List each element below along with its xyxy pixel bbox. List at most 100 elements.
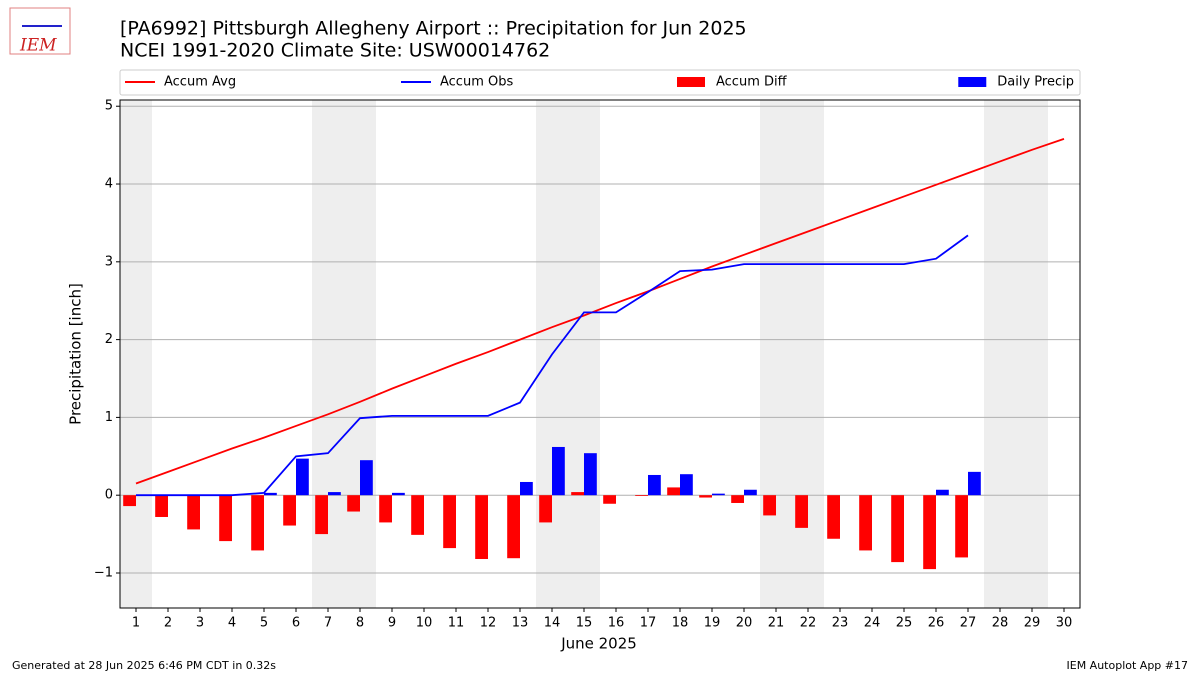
x-tick-label: 2 [164, 616, 172, 631]
x-tick-label: 9 [388, 616, 396, 631]
x-tick-label: 20 [736, 616, 753, 631]
weekend-shade [760, 100, 824, 608]
x-tick-label: 18 [672, 616, 689, 631]
y-axis-label: Precipitation [inch] [67, 283, 85, 425]
bar [635, 495, 648, 496]
x-tick-label: 1 [132, 616, 140, 631]
weekend-shade [120, 100, 152, 608]
legend-swatch [677, 77, 705, 87]
y-tick-label: 3 [105, 254, 113, 269]
bar [264, 492, 277, 496]
x-tick-label: 23 [832, 616, 849, 631]
bar [955, 495, 968, 558]
y-tick-label: −1 [94, 565, 113, 580]
x-tick-label: 12 [480, 616, 497, 631]
bar [328, 492, 341, 496]
bar [283, 495, 296, 526]
legend-label: Accum Obs [440, 75, 513, 90]
bar [347, 495, 360, 512]
y-tick-label: 1 [105, 410, 113, 425]
legend-swatch [958, 77, 987, 87]
legend-label: Daily Precip [997, 75, 1074, 90]
weekend-shade [536, 100, 600, 608]
bar [475, 495, 488, 559]
bar [296, 458, 309, 496]
bar [968, 471, 981, 496]
x-tick-label: 26 [928, 616, 945, 631]
bar [379, 495, 392, 523]
logo-text: IEM [19, 36, 57, 56]
plot-frame [119, 99, 1081, 609]
bar [584, 453, 597, 496]
bar [552, 446, 565, 496]
bar [936, 489, 949, 496]
x-axis-label: June 2025 [560, 635, 637, 653]
x-tick-label: 21 [768, 616, 785, 631]
x-tick-label: 25 [896, 616, 913, 631]
line [135, 138, 1065, 485]
x-tick-label: 10 [416, 616, 433, 631]
legend-label: Accum Diff [716, 75, 788, 90]
y-tick-label: 4 [105, 177, 113, 192]
footer-left: Generated at 28 Jun 2025 6:46 PM CDT in … [12, 659, 276, 672]
bar [795, 495, 808, 528]
x-tick-label: 24 [864, 616, 881, 631]
y-tick-label: 5 [105, 99, 113, 114]
x-tick-label: 27 [960, 616, 977, 631]
chart-subtitle: NCEI 1991-2020 Climate Site: USW00014762 [120, 40, 550, 62]
bar [315, 495, 328, 535]
bar [155, 495, 168, 517]
logo-frame [9, 7, 71, 55]
line [136, 234, 969, 497]
bar [859, 495, 872, 551]
footer-right: IEM Autoplot App #17 [1067, 659, 1189, 672]
bar [680, 474, 693, 496]
x-tick-label: 14 [544, 616, 561, 631]
bar [827, 495, 840, 539]
x-tick-label: 8 [356, 616, 364, 631]
x-tick-label: 29 [1024, 616, 1041, 631]
x-tick-label: 13 [512, 616, 529, 631]
bar [520, 481, 533, 496]
chart-title: [PA6992] Pittsburgh Allegheny Airport ::… [120, 18, 747, 40]
x-tick-label: 7 [324, 616, 332, 631]
x-tick-label: 19 [704, 616, 721, 631]
legend-box [119, 69, 1081, 96]
x-tick-label: 16 [608, 616, 625, 631]
legend-label: Accum Avg [164, 75, 236, 90]
x-tick-label: 5 [260, 616, 268, 631]
bar [891, 495, 904, 563]
bar [648, 474, 661, 496]
bar [744, 489, 757, 496]
bar [219, 495, 232, 542]
x-tick-label: 22 [800, 616, 817, 631]
x-tick-label: 4 [228, 616, 236, 631]
bar [187, 495, 200, 530]
bar [923, 495, 936, 570]
x-tick-label: 30 [1056, 616, 1073, 631]
x-tick-label: 17 [640, 616, 657, 631]
bar [699, 495, 712, 498]
bar [667, 487, 680, 496]
bar [251, 495, 264, 551]
bar [539, 495, 552, 523]
y-tick-label: 0 [105, 488, 113, 503]
y-tick-label: 2 [105, 332, 113, 347]
bar [507, 495, 520, 559]
bar [763, 495, 776, 516]
x-tick-label: 28 [992, 616, 1009, 631]
bar [123, 495, 136, 507]
bar [603, 495, 616, 504]
bar [712, 493, 725, 496]
weekend-shade [984, 100, 1048, 608]
x-tick-label: 15 [576, 616, 593, 631]
x-tick-label: 3 [196, 616, 204, 631]
bar [731, 495, 744, 503]
x-tick-label: 6 [292, 616, 300, 631]
bar [571, 492, 584, 496]
bar [443, 495, 456, 549]
x-tick-label: 11 [448, 616, 465, 631]
bar [360, 460, 373, 496]
bar [411, 495, 424, 535]
